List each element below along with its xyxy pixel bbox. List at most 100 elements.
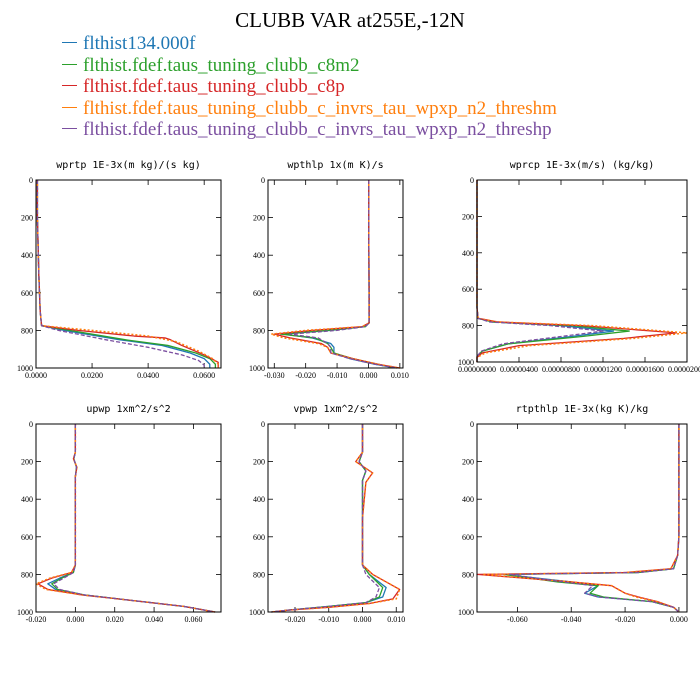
chart-title: vpwp 1xm^2/s^2: [293, 404, 377, 415]
x-tick-label: 0.00001200: [584, 365, 622, 374]
x-tick-label: 0.000: [359, 371, 377, 380]
x-tick-label: -0.010: [318, 615, 339, 624]
x-tick-label: -0.020: [285, 615, 306, 624]
plot-frame: [267, 423, 404, 613]
y-tick-label: 1000: [458, 608, 474, 617]
y-tick-label: 600: [462, 533, 474, 542]
plot-frame: [35, 179, 222, 369]
y-tick-label: 800: [253, 570, 265, 579]
series-line: [289, 180, 397, 369]
y-tick-label: 0: [261, 176, 265, 185]
legend-label: flthist134.000f: [83, 33, 196, 54]
x-tick-label: 0.00001600: [626, 365, 664, 374]
x-tick-label: 0.0000: [25, 371, 47, 380]
y-tick-label: 0: [470, 420, 474, 429]
x-tick-label: 0.000: [354, 615, 372, 624]
y-tick-label: 600: [253, 289, 265, 298]
legend-item: flthist.fdef.taus_tuning_clubb_c_invrs_t…: [62, 98, 557, 120]
x-tick-label: -0.010: [327, 371, 348, 380]
x-tick-label: 0.010: [387, 615, 405, 624]
y-tick-label: 600: [462, 285, 474, 294]
chart-panel: vpwp 1xm^2/s^2 0 200 400 600 800 1000 -0.020 -0.…: [249, 404, 405, 624]
chart-panel: wprtp 1E-3x(m kg)/(s kg) 0 200 400 600 800 100…: [17, 160, 222, 380]
y-tick-label: 200: [462, 458, 474, 467]
legend-swatch: [62, 63, 77, 65]
series-line: [37, 424, 216, 613]
series-line: [271, 424, 401, 613]
y-tick-label: 1000: [458, 358, 474, 367]
legend-swatch: [62, 85, 77, 87]
y-tick-label: 200: [253, 458, 265, 467]
plot-frame: [476, 423, 688, 613]
series-line: [476, 180, 688, 362]
x-tick-label: 0.00000800: [542, 365, 580, 374]
x-tick-label: -0.020: [26, 615, 47, 624]
x-tick-label: -0.040: [561, 615, 582, 624]
y-tick-label: 400: [462, 495, 474, 504]
series-line: [36, 180, 217, 368]
legend: flthist134.000f flthist.fdef.taus_tuning_…: [62, 33, 557, 141]
series-line: [476, 180, 604, 362]
y-tick-label: 200: [21, 458, 33, 467]
y-tick-label: 400: [462, 249, 474, 258]
series-line: [271, 424, 387, 613]
y-tick-label: 800: [21, 326, 33, 335]
chart-title: wprcp 1E-3x(m/s) (kg/kg): [510, 160, 655, 171]
legend-label: flthist.fdef.taus_tuning_clubb_c_invrs_t…: [83, 97, 557, 119]
y-tick-label: 1000: [17, 364, 33, 373]
y-tick-label: 0: [261, 420, 265, 429]
y-tick-label: 600: [21, 533, 33, 542]
series-line: [53, 424, 216, 613]
series-line: [270, 180, 400, 369]
x-tick-label: 0.040: [145, 615, 163, 624]
y-tick-label: 400: [253, 495, 265, 504]
y-tick-label: 400: [21, 495, 33, 504]
legend-swatch: [62, 42, 77, 44]
y-tick-label: 800: [21, 570, 33, 579]
legend-swatch: [62, 128, 77, 130]
y-tick-label: 200: [253, 214, 265, 223]
y-tick-label: 0: [29, 420, 33, 429]
x-tick-label: -0.030: [264, 371, 285, 380]
series-line: [35, 424, 216, 613]
series-line: [51, 424, 216, 613]
x-tick-label: 0.000: [670, 615, 688, 624]
plot-frame: [35, 423, 222, 613]
y-tick-label: 1000: [249, 364, 265, 373]
x-tick-label: 0.00000400: [500, 365, 538, 374]
chart-panel: wprcp 1E-3x(m/s) (kg/kg) 0 200 400 600 800 100…: [458, 160, 700, 374]
legend-item: flthist.fdef.taus_tuning_clubb_c8m2: [62, 55, 557, 77]
y-tick-label: 600: [21, 289, 33, 298]
x-tick-label: 0.010: [391, 371, 409, 380]
x-tick-label: -0.060: [507, 615, 528, 624]
series-line: [271, 424, 381, 613]
x-tick-label: -0.020: [295, 371, 316, 380]
series-line: [47, 424, 216, 613]
series-line: [271, 424, 384, 613]
plot-frame: [267, 179, 404, 369]
y-tick-label: 0: [29, 176, 33, 185]
y-tick-label: 400: [253, 251, 265, 260]
x-tick-label: 0.0400: [137, 371, 159, 380]
series-line: [481, 424, 680, 613]
chart-panel: rtpthlp 1E-3x(kg K)/kg 0 200 400 600 800 1000 -…: [458, 404, 688, 624]
y-tick-label: 800: [253, 326, 265, 335]
plot-frame: [476, 179, 688, 363]
chart-title: wprtp 1E-3x(m kg)/(s kg): [56, 160, 201, 171]
y-tick-label: 600: [253, 533, 265, 542]
chart-title: rtpthlp 1E-3x(kg K)/kg: [516, 404, 648, 415]
y-tick-label: 800: [462, 322, 474, 331]
chart-title: wpthlp 1x(m K)/s: [287, 160, 383, 171]
y-tick-label: 0: [470, 176, 474, 185]
x-tick-label: 0.020: [106, 615, 124, 624]
legend-label: flthist.fdef.taus_tuning_clubb_c_invrs_t…: [83, 119, 552, 140]
y-tick-label: 800: [462, 570, 474, 579]
page-title: CLUBB VAR at255E,-12N: [235, 8, 465, 32]
x-tick-label: 0.00002000: [668, 365, 700, 374]
y-tick-label: 200: [21, 214, 33, 223]
chart-panel: upwp 1xm^2/s^2 0 200 400 600 800 1000-0.020 0.0…: [17, 404, 222, 624]
y-tick-label: 1000: [249, 608, 265, 617]
x-tick-label: 0.00000000: [458, 365, 496, 374]
legend-item: flthist134.000f: [62, 33, 557, 55]
